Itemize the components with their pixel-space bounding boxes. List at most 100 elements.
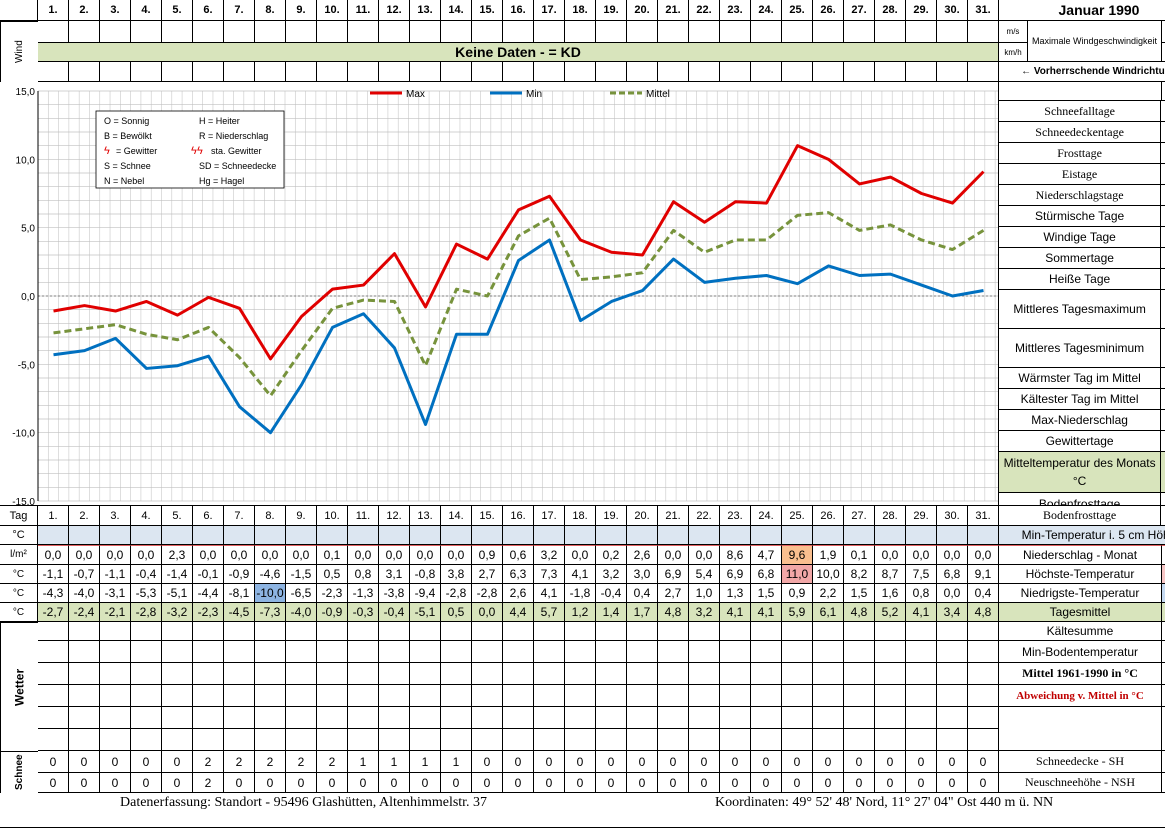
day-header: 20. bbox=[627, 0, 658, 21]
snow-sh-cell: 1 bbox=[441, 751, 472, 773]
weather-cell bbox=[317, 663, 348, 685]
summary-value: 9 bbox=[1161, 122, 1165, 142]
weather-cell bbox=[720, 663, 751, 685]
mean-cell: -4,5 bbox=[224, 603, 255, 622]
snow-nsh-cell: 0 bbox=[38, 773, 69, 793]
precip-cell: 1,9 bbox=[813, 545, 844, 565]
wind-label: Wind bbox=[0, 21, 38, 82]
weather-cell bbox=[193, 641, 224, 663]
mean-cell: 4,4 bbox=[503, 603, 534, 622]
precip-cell: 2,6 bbox=[627, 545, 658, 565]
weather-cell bbox=[875, 707, 906, 729]
precip-cell: 0,0 bbox=[906, 545, 937, 565]
snow-nsh-cell: 0 bbox=[255, 773, 286, 793]
wind-cell bbox=[410, 21, 441, 43]
precip-cell: 0,0 bbox=[224, 545, 255, 565]
soil-cell bbox=[534, 526, 565, 545]
min-cell: 0,9 bbox=[782, 584, 813, 603]
precip-cell: 0,0 bbox=[69, 545, 100, 565]
max-cell: 4,1 bbox=[565, 565, 596, 584]
wind-cell bbox=[596, 21, 627, 43]
weather-cell bbox=[100, 707, 131, 729]
day-header: 7. bbox=[224, 0, 255, 21]
weather-cell bbox=[472, 707, 503, 729]
weather-cell bbox=[162, 641, 193, 663]
day-header: 21. bbox=[658, 506, 689, 526]
weather-legend-item: O = Sonnig bbox=[104, 116, 149, 126]
precip-cell: 0,2 bbox=[596, 545, 627, 565]
weather-cell bbox=[906, 641, 937, 663]
day-header: 12. bbox=[379, 506, 410, 526]
summary-label: Heiße Tage bbox=[999, 269, 1162, 289]
min-cell: 1,5 bbox=[751, 584, 782, 603]
snow-sh-cell: 0 bbox=[503, 751, 534, 773]
min-cell: 1,0 bbox=[689, 584, 720, 603]
wind-cell bbox=[565, 21, 596, 43]
snow-nsh-cell: 0 bbox=[534, 773, 565, 793]
weather-cell bbox=[410, 622, 441, 641]
weather-cell bbox=[100, 685, 131, 707]
mean-cell: 4,8 bbox=[658, 603, 689, 622]
day-header: 15. bbox=[472, 0, 503, 21]
wind-cell bbox=[379, 62, 410, 82]
lightning-icon: ϟ bbox=[191, 145, 197, 157]
day-header: 3. bbox=[100, 506, 131, 526]
day-header: 29. bbox=[906, 506, 937, 526]
day-header: 31. bbox=[968, 506, 999, 526]
summary-label: Bodenfrosttage bbox=[999, 506, 1162, 525]
max-cell: 5,4 bbox=[689, 565, 720, 584]
summary-value: 3,5 bbox=[1161, 290, 1165, 328]
y-tick-label: 5,0 bbox=[21, 224, 35, 235]
weather-cell bbox=[441, 685, 472, 707]
day-header: 6. bbox=[193, 506, 224, 526]
max-cell: 6,3 bbox=[503, 565, 534, 584]
snow-sh-label: Schneedecke - SH bbox=[999, 751, 1162, 773]
series-line-min bbox=[53, 238, 984, 435]
weather-cell bbox=[348, 622, 379, 641]
summary-label: Windige Tage bbox=[999, 227, 1162, 247]
soil-cell bbox=[844, 526, 875, 545]
snow-nsh-cell: 0 bbox=[224, 773, 255, 793]
min-cell: 2,6 bbox=[503, 584, 534, 603]
precip-cell: 0,9 bbox=[472, 545, 503, 565]
snow-nsh-cell: 0 bbox=[751, 773, 782, 793]
day-header: 4. bbox=[131, 0, 162, 21]
weather-cell bbox=[38, 685, 69, 707]
weather-cell bbox=[38, 707, 69, 729]
weather-cell bbox=[534, 729, 565, 751]
lightning-icon: ϟ bbox=[104, 145, 110, 157]
wind-cell bbox=[627, 62, 658, 82]
soil-cell bbox=[906, 526, 937, 545]
soil-cell bbox=[813, 526, 844, 545]
weather-cell bbox=[379, 663, 410, 685]
min-cell: -4,3 bbox=[38, 584, 69, 603]
weather-cell bbox=[689, 729, 720, 751]
summary-value: KD bbox=[1161, 508, 1165, 523]
weather-cell bbox=[503, 641, 534, 663]
day-header: 9. bbox=[286, 506, 317, 526]
max-cell: 11,0 bbox=[782, 565, 813, 584]
snow-nsh-cell: 0 bbox=[968, 773, 999, 793]
day-header: 22. bbox=[689, 0, 720, 21]
weather-cell bbox=[162, 729, 193, 751]
weather-legend-box bbox=[95, 110, 285, 189]
summary-row: Heiße Tage0 bbox=[999, 269, 1165, 290]
weather-cell bbox=[379, 707, 410, 729]
max-cell: 0,5 bbox=[317, 565, 348, 584]
weather-cell bbox=[255, 707, 286, 729]
wind-cell bbox=[658, 21, 689, 43]
precip-cell: 0,6 bbox=[503, 545, 534, 565]
weather-cell bbox=[100, 729, 131, 751]
summary-label: Kältester Tag im Mittel bbox=[999, 389, 1162, 409]
mean-cell: -2,8 bbox=[131, 603, 162, 622]
snow-nsh-cell: 0 bbox=[906, 773, 937, 793]
wind-cell bbox=[317, 21, 348, 43]
day-header: 30. bbox=[937, 0, 968, 21]
max-cell: 6,9 bbox=[720, 565, 751, 584]
weather-cell bbox=[472, 663, 503, 685]
weather-cell bbox=[38, 663, 69, 685]
weather-cell bbox=[565, 622, 596, 641]
weather-cell bbox=[224, 729, 255, 751]
day-header: 23. bbox=[720, 0, 751, 21]
weather-cell bbox=[813, 685, 844, 707]
